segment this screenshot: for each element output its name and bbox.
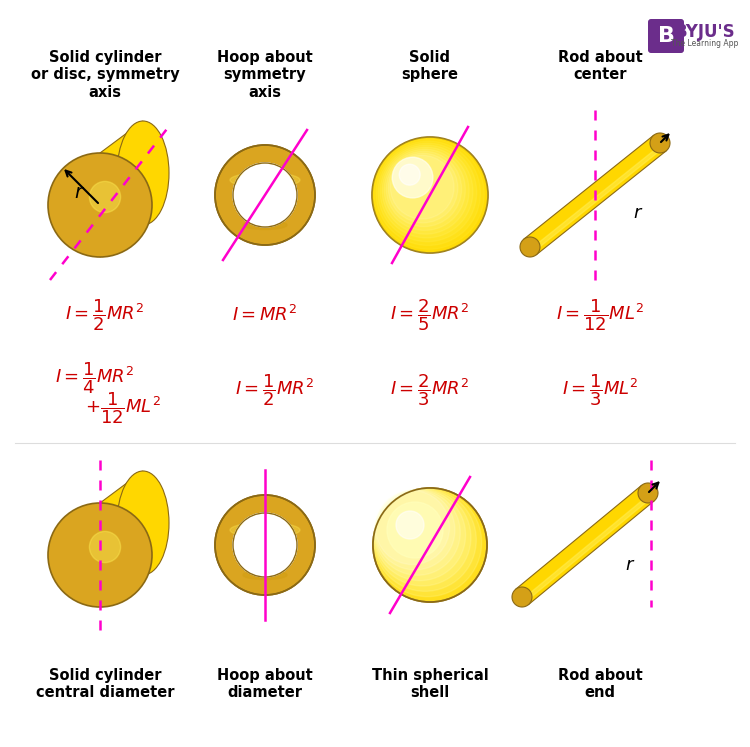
Circle shape — [89, 531, 121, 562]
Circle shape — [372, 137, 488, 253]
Circle shape — [374, 139, 484, 249]
Circle shape — [235, 165, 295, 225]
Circle shape — [48, 153, 152, 257]
Text: Solid cylinder
or disc, symmetry
axis: Solid cylinder or disc, symmetry axis — [31, 50, 179, 100]
Text: Rod about
center: Rod about center — [557, 50, 642, 82]
Polygon shape — [531, 145, 664, 252]
Circle shape — [373, 488, 487, 602]
Circle shape — [382, 147, 470, 234]
Text: Solid cylinder
central diameter: Solid cylinder central diameter — [36, 668, 174, 701]
Ellipse shape — [243, 220, 287, 229]
Circle shape — [392, 158, 433, 198]
Text: $I = \dfrac{2}{5}MR^2$: $I = \dfrac{2}{5}MR^2$ — [391, 297, 470, 333]
Polygon shape — [100, 471, 143, 607]
Circle shape — [388, 153, 458, 223]
Circle shape — [650, 133, 670, 153]
Circle shape — [372, 137, 488, 253]
Circle shape — [235, 515, 295, 575]
Circle shape — [89, 182, 121, 213]
Circle shape — [374, 489, 476, 592]
Circle shape — [233, 513, 297, 577]
Text: $r$: $r$ — [625, 556, 635, 574]
Circle shape — [512, 587, 532, 607]
Text: Hoop about
symmetry
axis: Hoop about symmetry axis — [217, 50, 313, 100]
Text: $I = \dfrac{1}{2}MR^2$: $I = \dfrac{1}{2}MR^2$ — [236, 372, 314, 408]
Circle shape — [374, 489, 466, 580]
FancyBboxPatch shape — [648, 19, 684, 53]
Circle shape — [399, 164, 420, 185]
Circle shape — [233, 513, 297, 577]
Text: Solid
sphere: Solid sphere — [401, 50, 458, 82]
Circle shape — [376, 491, 449, 565]
Text: BYJU'S: BYJU'S — [675, 23, 735, 41]
Polygon shape — [524, 135, 666, 255]
Circle shape — [215, 145, 315, 245]
Circle shape — [373, 488, 487, 602]
Text: $r$: $r$ — [74, 184, 86, 202]
Text: $+ \dfrac{1}{12}ML^2$: $+ \dfrac{1}{12}ML^2$ — [85, 390, 161, 426]
Circle shape — [374, 489, 482, 597]
Circle shape — [380, 145, 473, 238]
Ellipse shape — [230, 173, 300, 187]
Circle shape — [374, 489, 471, 586]
Circle shape — [638, 483, 658, 503]
Polygon shape — [100, 121, 143, 257]
Ellipse shape — [230, 522, 300, 538]
Text: $I = \dfrac{2}{3}MR^2$: $I = \dfrac{2}{3}MR^2$ — [391, 372, 470, 408]
Circle shape — [386, 151, 461, 226]
Circle shape — [233, 163, 297, 227]
Circle shape — [520, 237, 540, 257]
Text: The Learning App: The Learning App — [671, 40, 739, 49]
Text: $I = \dfrac{1}{4}MR^2$: $I = \dfrac{1}{4}MR^2$ — [56, 360, 134, 396]
Text: Hoop about
diameter: Hoop about diameter — [217, 668, 313, 701]
Circle shape — [375, 490, 455, 570]
Polygon shape — [524, 495, 652, 601]
Text: B: B — [658, 26, 674, 46]
Text: $I = \dfrac{1}{3}ML^2$: $I = \dfrac{1}{3}ML^2$ — [562, 372, 638, 408]
Circle shape — [387, 502, 443, 558]
Ellipse shape — [117, 471, 169, 575]
Ellipse shape — [117, 121, 169, 225]
Circle shape — [215, 495, 315, 595]
Circle shape — [375, 490, 460, 575]
Circle shape — [384, 149, 466, 230]
Circle shape — [376, 141, 481, 246]
Circle shape — [48, 503, 152, 607]
Circle shape — [396, 511, 424, 539]
Circle shape — [378, 143, 477, 242]
Text: Rod about
end: Rod about end — [557, 668, 642, 701]
Text: $I = \dfrac{1}{2}MR^2$: $I = \dfrac{1}{2}MR^2$ — [65, 297, 145, 333]
Ellipse shape — [243, 571, 287, 580]
Polygon shape — [516, 486, 654, 605]
Text: $r$: $r$ — [633, 204, 644, 222]
Text: $I = MR^2$: $I = MR^2$ — [232, 305, 298, 325]
Text: $I = \dfrac{1}{12}ML^2$: $I = \dfrac{1}{12}ML^2$ — [556, 297, 644, 333]
Circle shape — [233, 163, 297, 227]
Circle shape — [390, 155, 454, 219]
Text: Thin spherical
shell: Thin spherical shell — [372, 668, 488, 701]
